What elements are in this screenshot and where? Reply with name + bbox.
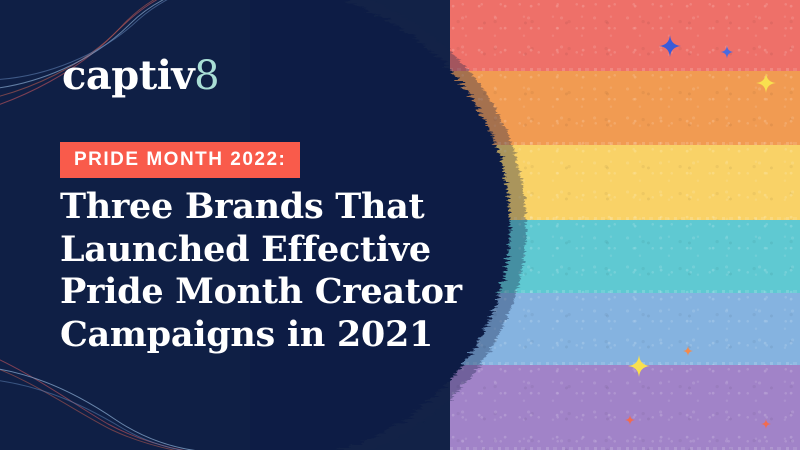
sparkle-yellow-top-icon (756, 73, 776, 93)
logo-eight-glyph: 8 (194, 53, 220, 99)
stripe-blue (450, 293, 800, 367)
sparkle-yellow-low-icon (628, 355, 650, 377)
sparkle-blue-large-icon (659, 35, 681, 57)
stripe-orange (450, 71, 800, 147)
sparkle-orange-blue-icon (683, 346, 693, 356)
content-column: captiv8 PRIDE MONTH 2022: Three Brands T… (60, 0, 490, 450)
headline-line: Pride Month Creator (60, 271, 462, 313)
headline-line: Campaigns in 2021 (60, 314, 434, 356)
rainbow-stripe-panel (450, 0, 800, 450)
headline-line: Three Brands That (60, 186, 425, 227)
eyebrow-badge: PRIDE MONTH 2022: (60, 142, 301, 178)
page-title: Three Brands That Launched Effective Pri… (60, 186, 490, 357)
sparkle-orange-right-icon (761, 419, 771, 429)
eyebrow-label: PRIDE MONTH 2022: (74, 149, 287, 170)
stripe-red (450, 0, 800, 73)
sparkle-blue-small-icon (720, 45, 734, 59)
headline-line: Launched Effective (60, 228, 431, 270)
stripe-purple (450, 365, 800, 450)
stripe-teal (450, 220, 800, 295)
sparkle-orange-left-icon (625, 415, 635, 425)
captiv8-logo[interactable]: captiv8 (62, 53, 220, 99)
logo-wordmark: captiv (62, 52, 195, 99)
stripe-yellow (450, 145, 800, 222)
